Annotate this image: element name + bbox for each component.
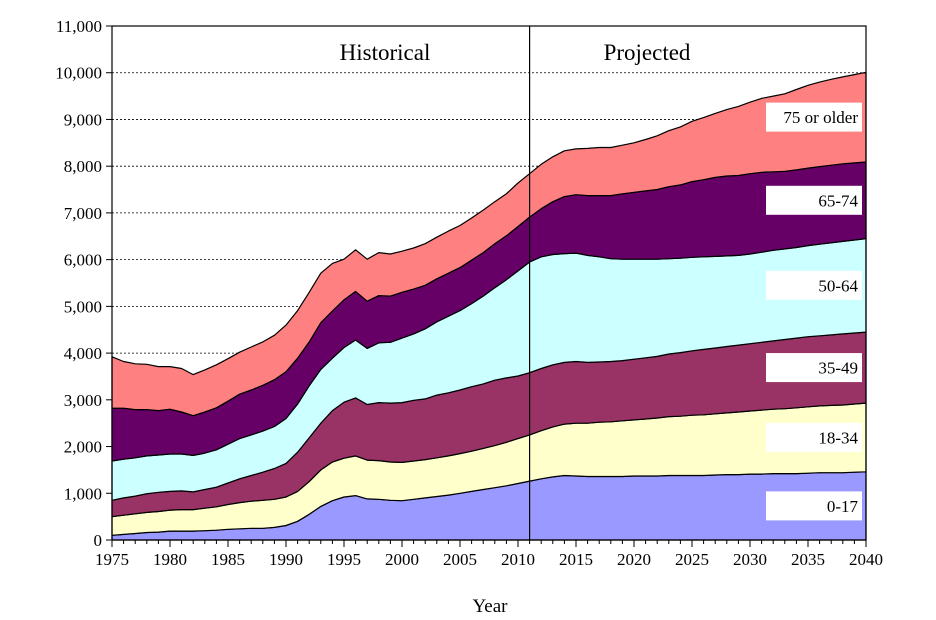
series-label-box-1 [766, 422, 862, 452]
y-tick-label-5: 5,000 [64, 297, 102, 316]
y-tick-label-3: 3,000 [64, 391, 102, 410]
y-axis-ticks: 0 1,000 2,000 3,000 4,000 5,000 6,000 7,000 8,00… [55, 17, 112, 550]
series-label-4: 65-74 [818, 191, 858, 210]
x-tick-label-1: 1980 [153, 550, 187, 569]
series-label-2: 35-49 [818, 359, 858, 378]
y-tick-label-11: 11,000 [56, 17, 102, 36]
x-axis-title: Year [472, 596, 508, 617]
y-tick-label-1: 1,000 [64, 484, 102, 503]
x-tick-label-0: 1975 [95, 550, 129, 569]
y-tick-label-8: 8,000 [64, 157, 102, 176]
y-tick-label-6: 6,000 [64, 251, 102, 270]
series-label-box-0 [766, 491, 862, 521]
y-tick-label-10: 10,000 [55, 64, 102, 83]
x-tick-label-7: 2010 [501, 550, 535, 569]
x-tick-label-4: 1995 [327, 550, 361, 569]
y-tick-label-9: 9,000 [64, 110, 102, 129]
x-axis-ticks: 1975 1980 1985 1990 1995 2000 2005 2010 2015 2020… [95, 540, 883, 569]
x-tick-label-11: 2030 [733, 550, 767, 569]
area-series [111, 71, 867, 541]
x-tick-label-10: 2025 [675, 550, 709, 569]
x-tick-label-2: 1985 [211, 550, 245, 569]
y-tick-label-7: 7,000 [64, 204, 102, 223]
x-tick-label-5: 2000 [385, 550, 419, 569]
x-tick-label-3: 1990 [269, 550, 303, 569]
series-label-box-4 [766, 185, 862, 215]
series-label-5: 75 or older [783, 108, 858, 127]
y-tick-label-4: 4,000 [64, 344, 102, 363]
y-tick-label-2: 2,000 [64, 438, 102, 457]
series-label-1: 18-34 [818, 428, 858, 447]
series-label-box-2 [766, 353, 862, 383]
x-tick-label-13: 2040 [849, 550, 883, 569]
series-label-box-3 [766, 270, 862, 300]
x-tick-label-9: 2020 [617, 550, 651, 569]
series-label-3: 50-64 [818, 276, 858, 295]
plot-frame [111, 25, 867, 541]
x-tick-label-8: 2015 [559, 550, 593, 569]
historical-label: Historical [340, 40, 431, 65]
x-tick-label-12: 2035 [791, 550, 825, 569]
series-label-0: 0-17 [827, 497, 859, 516]
projected-label: Projected [604, 40, 691, 65]
plot-border [111, 25, 867, 541]
y-tick-label-0: 0 [94, 531, 103, 550]
series-labels: 0-17 18-34 35-49 50-64 65-74 75 or older [766, 102, 862, 521]
x-tick-label-6: 2005 [443, 550, 477, 569]
series-label-box-5 [766, 102, 862, 132]
